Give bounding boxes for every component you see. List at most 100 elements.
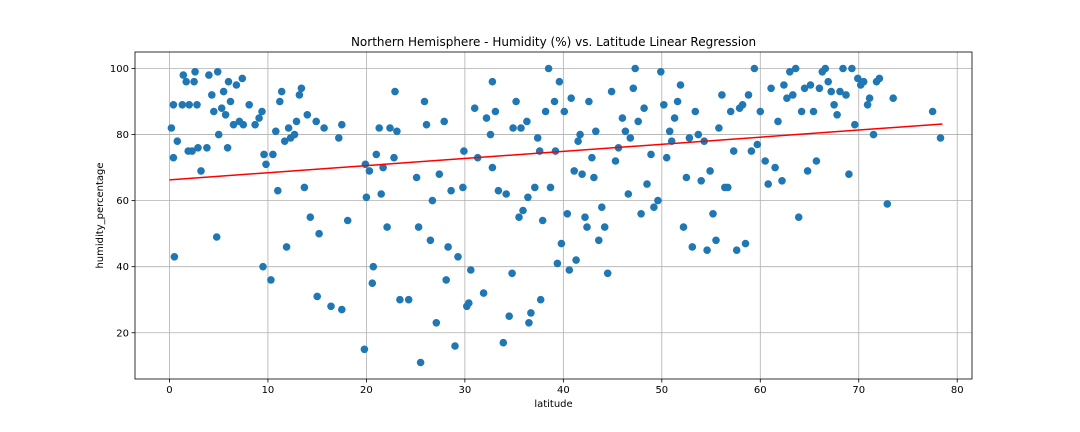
data-point bbox=[560, 107, 569, 116]
y-tick-label: 80 bbox=[116, 130, 129, 141]
data-point bbox=[553, 259, 562, 268]
data-point bbox=[592, 127, 600, 136]
data-point bbox=[509, 124, 517, 132]
data-point bbox=[538, 216, 547, 225]
data-point bbox=[420, 97, 429, 106]
y-tick-label: 40 bbox=[116, 262, 129, 273]
data-point bbox=[611, 157, 620, 165]
data-point bbox=[259, 262, 267, 271]
data-point bbox=[451, 342, 459, 350]
data-point bbox=[546, 183, 555, 192]
data-point bbox=[194, 144, 202, 152]
data-point bbox=[223, 144, 232, 152]
data-point bbox=[229, 120, 238, 129]
data-point bbox=[574, 137, 582, 145]
data-point bbox=[343, 216, 352, 225]
data-point bbox=[190, 77, 198, 86]
data-point bbox=[631, 64, 639, 73]
data-point bbox=[365, 167, 374, 175]
data-point bbox=[815, 84, 824, 93]
x-tick-label: 50 bbox=[655, 385, 668, 396]
data-point bbox=[251, 120, 259, 129]
data-point bbox=[440, 117, 449, 126]
data-point bbox=[375, 124, 384, 132]
data-point bbox=[460, 147, 468, 155]
data-point bbox=[284, 124, 293, 132]
data-point bbox=[703, 246, 711, 254]
data-point bbox=[812, 157, 821, 165]
data-point bbox=[533, 134, 542, 142]
data-point bbox=[320, 124, 328, 132]
data-point bbox=[848, 64, 856, 73]
data-point bbox=[738, 101, 747, 109]
data-point bbox=[691, 107, 700, 116]
data-point bbox=[404, 295, 413, 304]
y-tick-label: 100 bbox=[110, 64, 129, 75]
x-tick-label: 70 bbox=[852, 385, 865, 396]
data-point bbox=[797, 107, 806, 116]
data-point bbox=[169, 101, 178, 109]
data-point bbox=[435, 170, 444, 178]
data-point bbox=[583, 223, 591, 231]
data-point bbox=[525, 319, 533, 327]
data-point bbox=[833, 111, 841, 119]
data-point bbox=[551, 147, 560, 155]
plot-area-frame bbox=[134, 51, 973, 380]
data-point bbox=[182, 77, 190, 86]
data-point bbox=[212, 233, 221, 241]
data-point bbox=[536, 295, 545, 304]
data-point bbox=[444, 243, 452, 251]
data-point bbox=[783, 94, 791, 102]
data-point bbox=[412, 173, 421, 182]
data-point bbox=[578, 170, 586, 178]
data-point bbox=[830, 101, 838, 109]
data-point bbox=[660, 101, 668, 109]
data-point bbox=[827, 87, 835, 96]
data-point bbox=[747, 147, 756, 155]
data-point bbox=[524, 193, 532, 202]
data-point bbox=[170, 252, 179, 261]
data-point bbox=[338, 120, 346, 129]
data-point bbox=[697, 177, 705, 185]
data-point bbox=[232, 81, 241, 89]
data-point bbox=[169, 153, 178, 162]
data-point bbox=[598, 203, 606, 211]
data-point bbox=[741, 239, 750, 248]
x-tick-label: 60 bbox=[754, 385, 767, 396]
y-tick-label: 60 bbox=[116, 196, 129, 207]
data-point bbox=[859, 77, 868, 86]
data-point bbox=[465, 299, 473, 307]
data-point bbox=[292, 117, 301, 126]
y-axis-label: humidity_percentage bbox=[95, 162, 106, 268]
data-point bbox=[729, 147, 738, 155]
data-point bbox=[643, 180, 651, 188]
x-tick-label: 30 bbox=[459, 385, 472, 396]
data-point bbox=[454, 252, 462, 261]
data-point bbox=[618, 114, 627, 122]
x-tick-label: 80 bbox=[951, 385, 964, 396]
data-point bbox=[836, 87, 844, 96]
data-point bbox=[258, 107, 266, 116]
data-point bbox=[767, 84, 775, 93]
data-point bbox=[845, 170, 853, 178]
data-point bbox=[173, 137, 182, 145]
x-axis-label: latitude bbox=[534, 399, 572, 410]
data-point bbox=[338, 305, 346, 314]
data-point bbox=[482, 114, 491, 122]
data-point bbox=[629, 84, 638, 93]
data-point bbox=[335, 134, 343, 142]
data-point bbox=[588, 153, 596, 162]
data-point bbox=[936, 134, 945, 142]
data-point bbox=[414, 223, 423, 231]
data-point bbox=[786, 68, 794, 76]
data-point bbox=[260, 150, 268, 159]
data-point bbox=[718, 91, 726, 99]
data-point bbox=[753, 140, 762, 149]
data-point bbox=[179, 71, 188, 79]
data-point bbox=[709, 210, 717, 218]
data-point bbox=[269, 150, 277, 159]
data-point bbox=[290, 130, 299, 139]
data-point bbox=[515, 213, 523, 221]
data-point bbox=[600, 223, 609, 231]
data-points bbox=[167, 64, 945, 367]
